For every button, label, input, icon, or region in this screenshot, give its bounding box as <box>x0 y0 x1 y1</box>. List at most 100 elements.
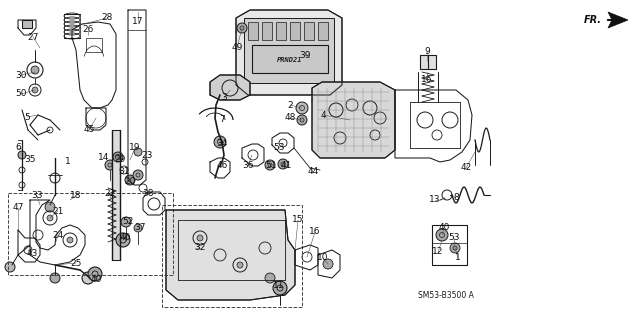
Text: 53: 53 <box>448 234 460 242</box>
Bar <box>112 130 120 260</box>
Text: 10: 10 <box>317 254 329 263</box>
Bar <box>290 22 300 40</box>
Bar <box>8 193 173 275</box>
Bar <box>420 55 436 69</box>
Text: 50: 50 <box>15 90 27 99</box>
Polygon shape <box>236 10 342 95</box>
Text: 42: 42 <box>460 164 472 173</box>
Text: 53: 53 <box>273 144 285 152</box>
Text: 43: 43 <box>26 249 38 258</box>
Text: 28: 28 <box>101 13 113 23</box>
Text: 11: 11 <box>273 280 285 290</box>
Circle shape <box>113 152 123 162</box>
Text: 32: 32 <box>195 243 205 253</box>
Text: 19: 19 <box>129 144 141 152</box>
Circle shape <box>47 215 53 221</box>
Text: 51: 51 <box>265 161 276 170</box>
Circle shape <box>105 160 115 170</box>
Circle shape <box>121 217 131 227</box>
Text: 1: 1 <box>65 158 71 167</box>
Circle shape <box>296 102 308 114</box>
Text: 1: 1 <box>455 254 461 263</box>
Text: 24: 24 <box>52 231 63 240</box>
Bar <box>276 22 286 40</box>
Circle shape <box>134 148 142 156</box>
Circle shape <box>133 170 143 180</box>
Circle shape <box>273 281 287 295</box>
Text: 6: 6 <box>15 144 21 152</box>
Text: 35: 35 <box>24 155 36 165</box>
Text: 26: 26 <box>83 26 93 34</box>
Circle shape <box>67 237 73 243</box>
Text: 4: 4 <box>320 110 326 120</box>
Bar <box>432 225 467 265</box>
Polygon shape <box>166 210 295 300</box>
Text: 16: 16 <box>309 227 321 236</box>
Text: 40: 40 <box>119 234 131 242</box>
Text: 21: 21 <box>52 206 64 216</box>
Circle shape <box>32 87 38 93</box>
Text: 16: 16 <box>421 76 433 85</box>
Text: 41: 41 <box>280 161 292 170</box>
Text: 36: 36 <box>243 161 253 170</box>
Text: 22: 22 <box>104 189 116 198</box>
Text: 40: 40 <box>90 276 102 285</box>
Text: 52: 52 <box>122 218 134 226</box>
Circle shape <box>82 272 94 284</box>
Text: 12: 12 <box>432 248 444 256</box>
Text: 46: 46 <box>216 161 228 170</box>
Text: 13: 13 <box>429 196 441 204</box>
Circle shape <box>31 66 39 74</box>
Circle shape <box>50 273 60 283</box>
Text: 31: 31 <box>118 167 130 175</box>
Circle shape <box>436 229 448 241</box>
Text: 34: 34 <box>216 139 228 149</box>
Text: 2: 2 <box>287 100 293 109</box>
Text: 15: 15 <box>292 216 304 225</box>
Circle shape <box>88 267 102 281</box>
Text: 45: 45 <box>83 125 95 135</box>
Text: 37: 37 <box>134 224 146 233</box>
Circle shape <box>265 273 275 283</box>
Bar <box>244 18 334 83</box>
Text: 33: 33 <box>31 191 43 201</box>
Circle shape <box>237 262 243 268</box>
Circle shape <box>45 202 55 212</box>
Text: 30: 30 <box>15 70 27 79</box>
Text: 5: 5 <box>24 113 30 122</box>
Bar <box>318 22 328 40</box>
Polygon shape <box>312 82 395 158</box>
Text: 18: 18 <box>70 191 82 201</box>
Text: 49: 49 <box>231 43 243 53</box>
Circle shape <box>116 233 130 247</box>
Bar <box>262 22 272 40</box>
Bar <box>22 20 32 28</box>
Text: 23: 23 <box>141 152 153 160</box>
Text: 7: 7 <box>219 115 225 124</box>
Text: 48: 48 <box>284 114 296 122</box>
Text: 25: 25 <box>70 258 82 268</box>
Text: 40: 40 <box>438 224 450 233</box>
Circle shape <box>197 235 203 241</box>
Bar <box>304 22 314 40</box>
Polygon shape <box>210 75 250 100</box>
Circle shape <box>134 224 142 232</box>
Text: 20: 20 <box>124 177 136 187</box>
Text: SM53-B3500 A: SM53-B3500 A <box>418 291 474 300</box>
Circle shape <box>125 175 135 185</box>
Circle shape <box>323 259 333 269</box>
Text: 44: 44 <box>307 167 319 176</box>
Text: 27: 27 <box>28 33 38 41</box>
Bar <box>162 205 302 307</box>
Text: 8: 8 <box>453 194 459 203</box>
Text: 39: 39 <box>300 50 311 60</box>
Text: FR.: FR. <box>584 15 602 25</box>
Circle shape <box>265 160 275 170</box>
Polygon shape <box>608 12 628 28</box>
Bar <box>252 45 328 73</box>
Text: 47: 47 <box>12 204 24 212</box>
Bar <box>248 22 258 40</box>
Circle shape <box>214 136 226 148</box>
Circle shape <box>297 115 307 125</box>
Circle shape <box>237 23 247 33</box>
